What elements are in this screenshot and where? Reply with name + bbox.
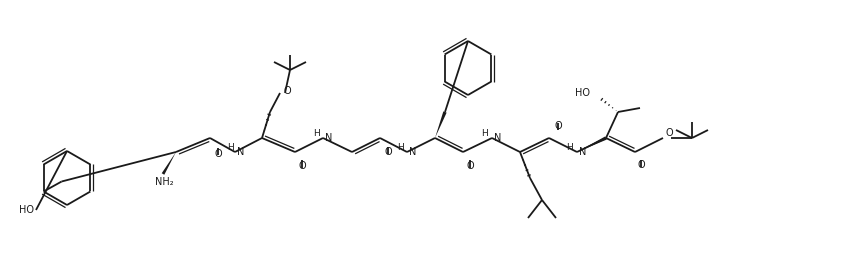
Text: H: H — [481, 128, 488, 138]
Text: HO: HO — [574, 88, 589, 98]
Text: HO: HO — [20, 205, 34, 215]
Text: O: O — [664, 128, 672, 138]
Text: H: H — [397, 143, 404, 152]
Text: H: H — [228, 143, 234, 152]
Text: O: O — [214, 149, 222, 159]
Text: H: H — [566, 143, 572, 152]
Text: N: N — [237, 147, 244, 157]
Text: O: O — [283, 86, 291, 96]
Text: NH₂: NH₂ — [154, 177, 173, 187]
Polygon shape — [577, 136, 606, 152]
Text: O: O — [554, 121, 561, 131]
Text: H: H — [313, 128, 320, 138]
Text: O: O — [636, 160, 644, 170]
Polygon shape — [434, 111, 446, 138]
Text: O: O — [466, 161, 473, 171]
Text: N: N — [409, 147, 416, 157]
Polygon shape — [161, 152, 176, 175]
Text: N: N — [325, 133, 332, 143]
Text: N: N — [578, 147, 586, 157]
Text: O: O — [384, 147, 392, 157]
Text: N: N — [493, 133, 501, 143]
Text: O: O — [298, 161, 305, 171]
